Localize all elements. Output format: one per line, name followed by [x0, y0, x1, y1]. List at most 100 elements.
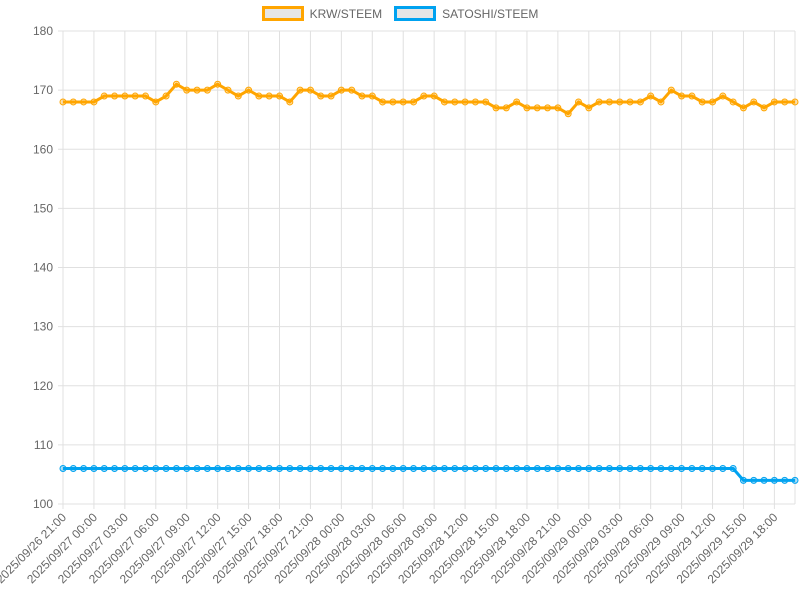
data-point [471, 465, 479, 473]
data-point [317, 92, 325, 100]
data-point [791, 476, 799, 484]
y-tick-label: 110 [34, 438, 53, 452]
data-point [183, 465, 191, 473]
data-point [358, 92, 366, 100]
data-point [224, 86, 232, 94]
series-line-0 [63, 82, 795, 116]
data-point [245, 465, 253, 473]
data-point [605, 98, 613, 106]
y-tick-label: 180 [33, 24, 53, 38]
legend-swatch-satoshi [394, 6, 437, 21]
data-point [296, 465, 304, 473]
data-point [616, 465, 624, 473]
data-point [574, 98, 582, 106]
data-point [141, 465, 149, 473]
data-point [440, 465, 448, 473]
data-point [482, 465, 490, 473]
data-point [513, 98, 521, 106]
data-point [585, 104, 593, 112]
data-point [564, 110, 572, 118]
legend-item-krw[interactable]: KRW/STEEM [261, 6, 383, 21]
data-point [739, 104, 747, 112]
data-point [59, 98, 67, 106]
data-point [657, 98, 665, 106]
legend-swatch-krw [261, 6, 304, 21]
data-point [533, 465, 541, 473]
data-point [121, 92, 129, 100]
data-point [709, 465, 717, 473]
data-point [327, 92, 335, 100]
data-point [451, 465, 459, 473]
data-point [59, 465, 67, 473]
data-point [729, 98, 737, 106]
data-point [152, 465, 160, 473]
data-point [265, 465, 273, 473]
legend-label-satoshi: SATOSHI/STEEM [442, 6, 539, 21]
data-point [389, 465, 397, 473]
chart-legend: KRW/STEEM SATOSHI/STEEM [0, 6, 800, 21]
series-line-1 [63, 467, 795, 482]
data-point [750, 98, 758, 106]
data-point [750, 476, 758, 484]
data-point [131, 465, 139, 473]
data-point [111, 92, 119, 100]
data-point [482, 98, 490, 106]
data-point [440, 98, 448, 106]
data-point [636, 465, 644, 473]
data-point [585, 465, 593, 473]
data-point [647, 465, 655, 473]
data-point [667, 465, 675, 473]
data-point [760, 104, 768, 112]
data-point [574, 465, 582, 473]
data-point [698, 465, 706, 473]
data-point [667, 86, 675, 94]
data-point [379, 465, 387, 473]
data-point [513, 465, 521, 473]
data-point [492, 104, 500, 112]
data-point [698, 98, 706, 106]
data-point [245, 86, 253, 94]
data-point [162, 92, 170, 100]
data-point [90, 98, 98, 106]
data-point [544, 104, 552, 112]
data-point [255, 92, 263, 100]
data-point [80, 98, 88, 106]
data-point [69, 98, 77, 106]
data-point [90, 465, 98, 473]
data-point [203, 465, 211, 473]
data-point [420, 465, 428, 473]
data-point [770, 476, 778, 484]
data-point [141, 92, 149, 100]
data-point [183, 86, 191, 94]
data-point [111, 465, 119, 473]
data-point [286, 98, 294, 106]
y-tick-label: 150 [33, 201, 53, 215]
legend-label-krw: KRW/STEEM [309, 6, 383, 21]
data-point [306, 465, 314, 473]
data-point [564, 465, 572, 473]
data-point [234, 92, 242, 100]
data-point [306, 86, 314, 94]
data-point [255, 465, 263, 473]
data-point [719, 92, 727, 100]
data-point [657, 465, 665, 473]
data-point [224, 465, 232, 473]
data-point [729, 465, 737, 473]
data-point [502, 465, 510, 473]
data-point [80, 465, 88, 473]
data-point [172, 465, 180, 473]
data-point [688, 92, 696, 100]
legend-item-satoshi[interactable]: SATOSHI/STEEM [394, 6, 538, 21]
data-point [626, 465, 634, 473]
data-point [595, 465, 603, 473]
data-point [69, 465, 77, 473]
data-point [430, 465, 438, 473]
data-point [131, 92, 139, 100]
data-point [121, 465, 129, 473]
data-point [214, 80, 222, 88]
data-point [358, 465, 366, 473]
data-point [544, 465, 552, 473]
data-point [492, 465, 500, 473]
data-point [172, 80, 180, 88]
data-point [234, 465, 242, 473]
